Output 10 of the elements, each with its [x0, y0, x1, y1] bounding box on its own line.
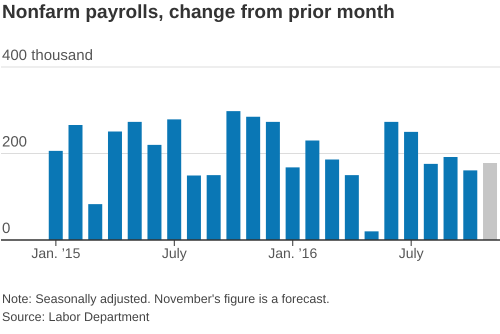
x-tick-label: July — [162, 244, 187, 261]
x-tick-label: Jan. ’15 — [31, 244, 81, 261]
source-note: Source: Labor Department — [2, 310, 150, 324]
x-tick-label: Jan. ’16 — [268, 244, 318, 261]
chart-title: Nonfarm payrolls, change from prior month — [2, 2, 395, 24]
y-tick-label: 400 thousand — [2, 47, 93, 64]
y-tick-label: 200 — [2, 134, 28, 150]
text: Note: Seasonally adjusted. November's figure is a forecast. — [2, 292, 330, 306]
x-tick-label: July — [398, 244, 424, 261]
y-tick-label: 0 — [2, 220, 10, 237]
